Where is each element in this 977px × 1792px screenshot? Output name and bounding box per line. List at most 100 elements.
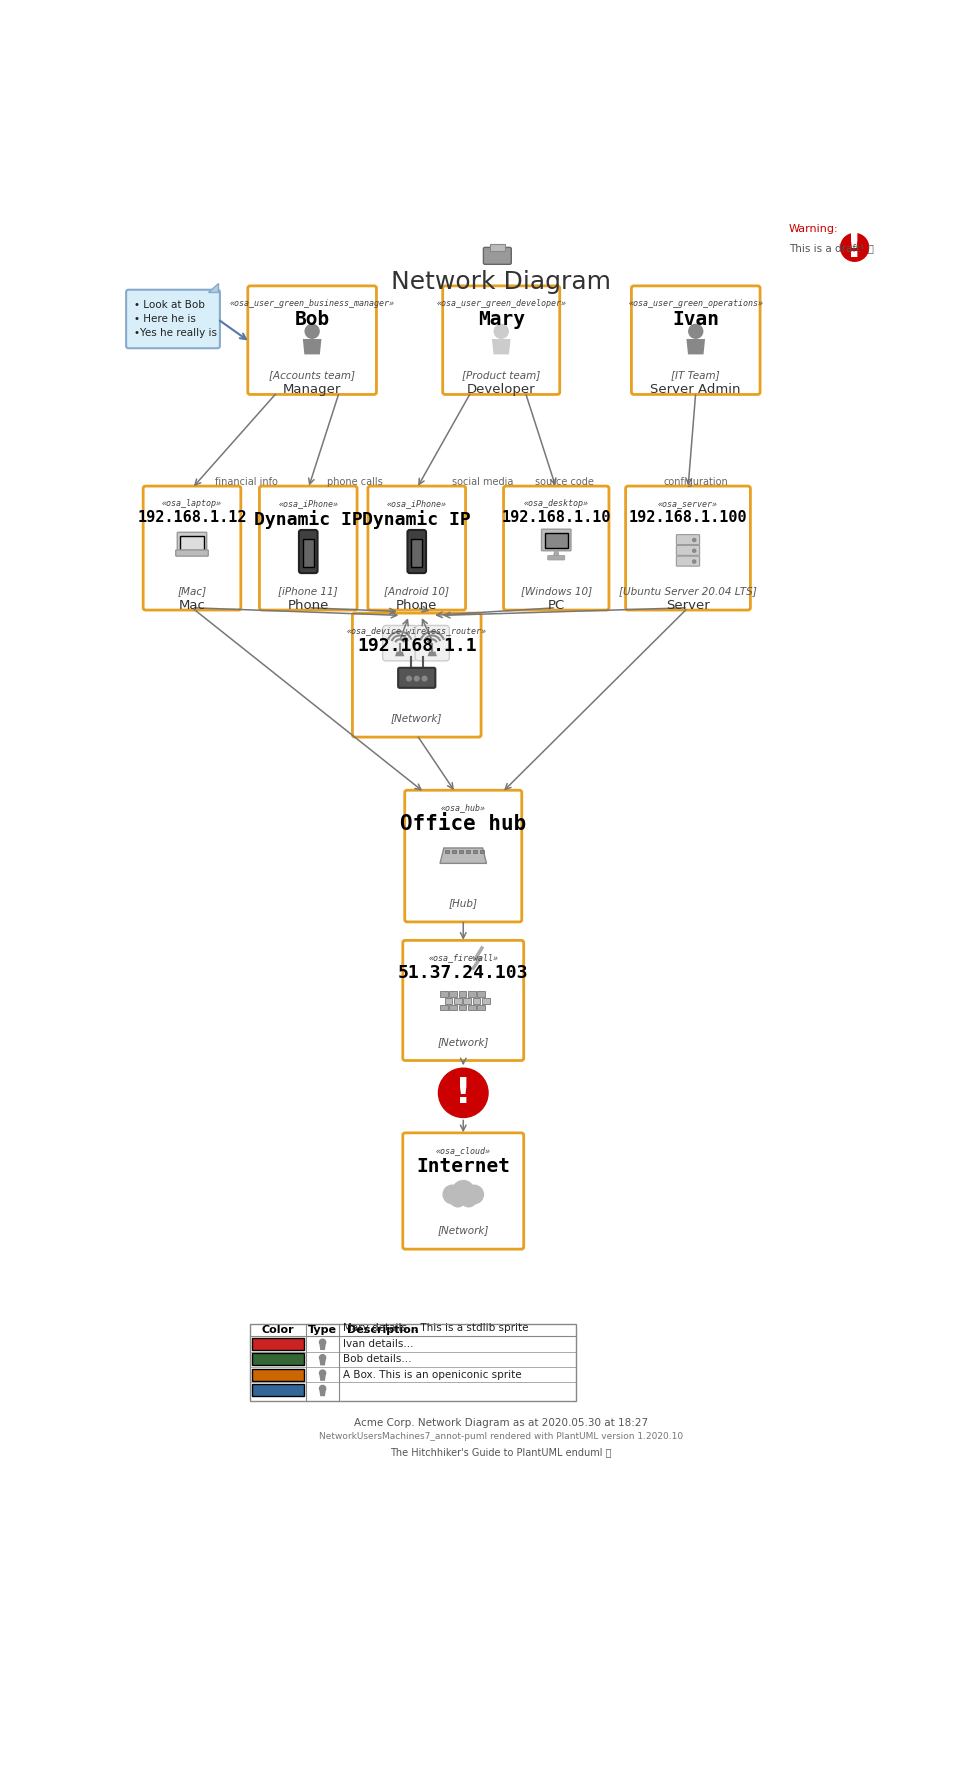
FancyBboxPatch shape (403, 1133, 523, 1249)
Text: Bob details...: Bob details... (343, 1355, 411, 1364)
Circle shape (460, 1192, 476, 1206)
Text: Phone: Phone (287, 599, 328, 611)
Text: Description: Description (347, 1326, 418, 1335)
Polygon shape (686, 339, 704, 355)
FancyBboxPatch shape (482, 998, 489, 1004)
Text: NetworkUsersMachines7_annot-puml rendered with PlantUML version 1.2020.10: NetworkUsersMachines7_annot-puml rendere… (319, 1432, 683, 1441)
FancyBboxPatch shape (463, 998, 471, 1004)
Text: «osa_device_wireless_router»: «osa_device_wireless_router» (347, 625, 487, 634)
Circle shape (452, 1181, 474, 1202)
FancyBboxPatch shape (448, 991, 456, 996)
Text: A Box. This is an openiconic sprite: A Box. This is an openiconic sprite (343, 1369, 521, 1380)
Text: Phone: Phone (396, 599, 437, 611)
Text: «osa_user_green_developer»: «osa_user_green_developer» (436, 299, 566, 308)
Text: source code: source code (534, 477, 593, 487)
Text: [Network]: [Network] (437, 1036, 488, 1047)
FancyBboxPatch shape (477, 1005, 485, 1011)
Text: Mac: Mac (179, 599, 205, 611)
Text: Ivan: Ivan (671, 310, 718, 328)
Circle shape (319, 1339, 325, 1346)
Text: Server Admin: Server Admin (650, 383, 741, 396)
Text: [Ubuntu Server 20.04 LTS]: [Ubuntu Server 20.04 LTS] (618, 586, 756, 597)
Text: The Hitchhiker's Guide to PlantUML enduml 🐟: The Hitchhiker's Guide to PlantUML endum… (390, 1448, 612, 1457)
FancyBboxPatch shape (458, 849, 463, 853)
Polygon shape (319, 1360, 325, 1366)
FancyBboxPatch shape (251, 1383, 304, 1396)
Circle shape (692, 538, 695, 541)
FancyBboxPatch shape (407, 530, 426, 573)
FancyBboxPatch shape (541, 529, 571, 550)
FancyBboxPatch shape (352, 613, 481, 737)
FancyBboxPatch shape (180, 536, 203, 550)
Text: «osa_server»: «osa_server» (658, 500, 717, 509)
Text: «osa_iPhone»: «osa_iPhone» (386, 500, 446, 509)
FancyBboxPatch shape (544, 532, 568, 548)
Polygon shape (553, 550, 559, 557)
Text: [Product team]: [Product team] (461, 371, 540, 380)
Text: financial info: financial info (215, 477, 277, 487)
Text: Color: Color (262, 1326, 294, 1335)
FancyBboxPatch shape (483, 247, 511, 265)
FancyBboxPatch shape (451, 849, 456, 853)
FancyBboxPatch shape (303, 539, 314, 566)
Text: Network Diagram: Network Diagram (391, 271, 611, 294)
Text: [Mac]: [Mac] (177, 586, 206, 597)
Text: [Windows 10]: [Windows 10] (520, 586, 591, 597)
FancyBboxPatch shape (404, 790, 521, 921)
Circle shape (422, 676, 426, 681)
Text: Server: Server (665, 599, 709, 611)
FancyBboxPatch shape (411, 539, 422, 566)
Polygon shape (491, 339, 510, 355)
Text: [IT Team]: [IT Team] (671, 371, 719, 380)
Text: 192.168.1.1: 192.168.1.1 (357, 636, 476, 656)
FancyBboxPatch shape (465, 849, 470, 853)
Circle shape (493, 324, 508, 339)
FancyBboxPatch shape (299, 530, 318, 573)
Text: «osa_desktop»: «osa_desktop» (524, 500, 588, 509)
Text: [Accounts team]: [Accounts team] (269, 371, 355, 380)
FancyBboxPatch shape (443, 287, 559, 394)
Circle shape (319, 1355, 325, 1360)
FancyBboxPatch shape (367, 486, 465, 609)
Text: «osa_laptop»: «osa_laptop» (162, 500, 222, 509)
Text: [Network]: [Network] (437, 1226, 488, 1235)
Text: Ivan details...: Ivan details... (343, 1339, 413, 1349)
FancyBboxPatch shape (398, 668, 435, 688)
Text: Warning:: Warning: (787, 224, 837, 235)
Text: configuration: configuration (662, 477, 728, 487)
Polygon shape (303, 339, 321, 355)
FancyBboxPatch shape (143, 486, 240, 609)
Polygon shape (440, 848, 486, 864)
FancyBboxPatch shape (126, 290, 220, 348)
FancyBboxPatch shape (676, 556, 699, 566)
Circle shape (692, 559, 695, 563)
FancyBboxPatch shape (177, 532, 206, 552)
Polygon shape (208, 283, 217, 292)
Circle shape (840, 233, 868, 262)
Polygon shape (319, 1344, 325, 1349)
Circle shape (406, 676, 411, 681)
Text: 192.168.1.100: 192.168.1.100 (628, 511, 746, 525)
Text: social media: social media (451, 477, 513, 487)
Text: This is a draft! 🔒: This is a draft! 🔒 (787, 242, 872, 253)
Text: !: ! (845, 231, 862, 265)
Text: Mary details... This is a stdlib sprite: Mary details... This is a stdlib sprite (343, 1324, 529, 1333)
Text: • Look at Bob
• Here he is
•Yes he really is: • Look at Bob • Here he is •Yes he reall… (134, 299, 217, 337)
Text: [Network]: [Network] (391, 713, 442, 724)
Text: Mary: Mary (477, 310, 525, 328)
Text: Dynamic IP: Dynamic IP (362, 511, 471, 529)
FancyBboxPatch shape (448, 1005, 456, 1011)
Text: 51.37.24.103: 51.37.24.103 (398, 964, 528, 982)
FancyBboxPatch shape (403, 941, 523, 1061)
FancyBboxPatch shape (458, 991, 466, 996)
FancyBboxPatch shape (251, 1337, 304, 1349)
Circle shape (319, 1371, 325, 1376)
Circle shape (692, 548, 695, 552)
FancyBboxPatch shape (251, 1369, 304, 1382)
Text: [Android 10]: [Android 10] (384, 586, 448, 597)
FancyBboxPatch shape (453, 998, 461, 1004)
Text: «osa_firewall»: «osa_firewall» (428, 953, 497, 962)
FancyBboxPatch shape (415, 625, 448, 661)
Text: Manager: Manager (282, 383, 341, 396)
Circle shape (305, 324, 319, 339)
